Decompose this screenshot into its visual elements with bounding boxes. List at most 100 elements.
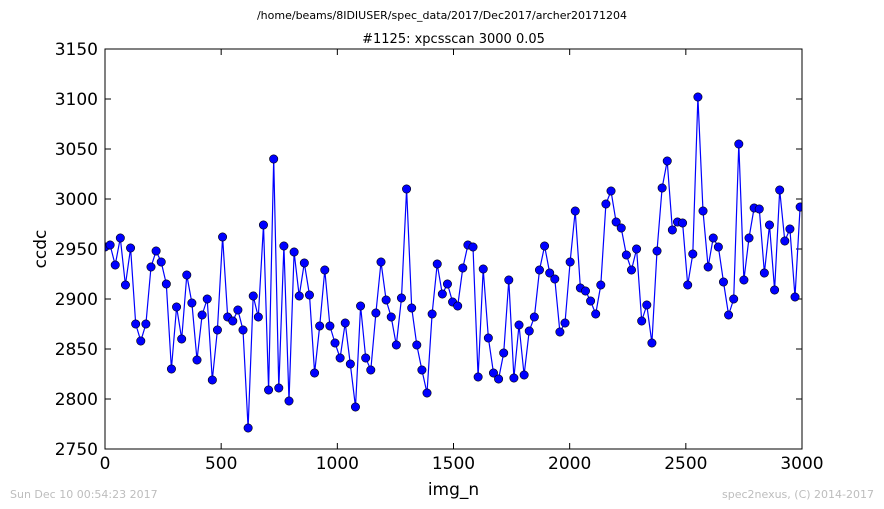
data-series [105,92,802,433]
data-point [473,372,483,382]
data-point [335,353,345,363]
data-point [304,290,314,300]
data-point [402,184,412,194]
data-point [197,310,207,320]
x-tick-label: 500 [205,454,237,474]
data-point [136,336,146,346]
data-point [427,309,437,319]
data-point [780,236,790,246]
data-point [345,359,355,369]
y-tick-label: 3050 [55,140,98,160]
data-point [386,312,396,322]
x-axis-label: img_n [428,480,479,500]
data-point [146,262,156,272]
data-point [238,325,248,335]
data-point [253,312,263,322]
data-point [478,264,488,274]
data-point [483,333,493,343]
data-point [141,319,151,329]
file-path-title: /home/beams/8IDIUSER/spec_data/2017/Dec2… [256,9,628,22]
data-point [422,388,432,398]
data-point [534,265,544,275]
data-point [294,291,304,301]
data-point [274,383,284,393]
data-point [550,274,560,284]
data-point [299,258,309,268]
data-point [601,199,611,209]
data-point [182,270,192,280]
y-axis-label: ccdc [31,230,51,269]
y-tick-label: 2950 [55,240,98,260]
data-point [166,364,176,374]
x-tick-label: 3000 [780,454,823,474]
y-tick-label: 2850 [55,340,98,360]
data-point [289,247,299,257]
data-point [729,294,739,304]
x-tick-label: 2000 [548,454,591,474]
x-tick-label: 1500 [432,454,475,474]
x-tick-label: 2500 [664,454,707,474]
data-point [432,259,442,269]
data-point [744,233,754,243]
data-point [795,202,802,212]
chart-title: #1125: xpcsscan 3000 0.05 [362,32,545,47]
x-tick-label: 0 [100,454,111,474]
data-point [708,233,718,243]
data-point [396,293,406,303]
data-point [366,365,376,375]
data-point [683,280,693,290]
data-point [218,232,228,242]
data-point [642,300,652,310]
data-point [504,275,514,285]
data-point [131,319,141,329]
data-point [202,294,212,304]
data-point [555,327,565,337]
data-point [626,265,636,275]
data-point [698,206,708,216]
data-point [785,224,795,234]
data-point [315,321,325,331]
data-point [703,262,713,272]
data-point [284,396,294,406]
y-tick-label: 2900 [55,290,98,310]
data-point [637,316,647,326]
data-point [596,280,606,290]
data-point [391,340,401,350]
data-point [586,296,596,306]
data-point [647,338,657,348]
data-point [488,368,498,378]
data-point [115,233,125,243]
data-point [126,243,136,253]
data-point [678,218,688,228]
data-point [657,183,667,193]
data-point [560,318,570,328]
data-point [228,316,238,326]
data-point [172,302,182,312]
data-point [775,185,785,195]
data-point [667,225,677,235]
data-point [310,368,320,378]
data-point [790,292,800,302]
data-point [494,374,504,384]
data-point [325,321,335,331]
data-point [412,340,422,350]
data-point [320,265,330,275]
data-point [233,305,243,315]
data-point [269,154,279,164]
data-point [151,246,161,256]
data-point [652,246,662,256]
data-point [734,139,744,149]
data-point [514,320,524,330]
data-point [458,263,468,273]
data-point [105,240,115,250]
data-point [279,241,289,251]
data-point [187,298,197,308]
y-tick-label: 2750 [55,440,98,460]
data-point [371,308,381,318]
data-point [192,355,202,365]
data-point [718,277,728,287]
data-point [739,275,749,285]
data-point [540,241,550,251]
y-tick-label: 3000 [55,190,98,210]
